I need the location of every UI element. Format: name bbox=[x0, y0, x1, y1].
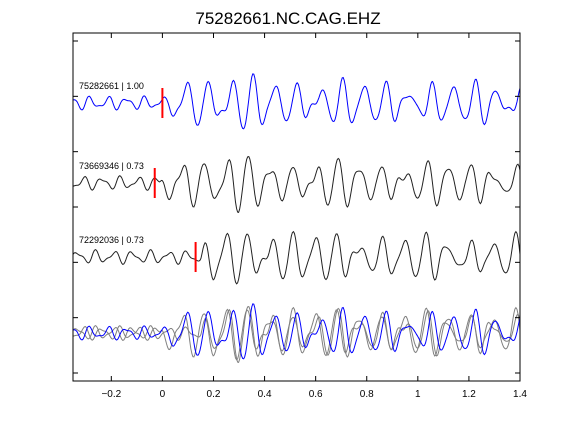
trace-label-75282661: 75282661 | 1.00 bbox=[79, 81, 144, 91]
pick-marker-layer bbox=[153, 88, 197, 272]
x-tick-label: 0.6 bbox=[309, 389, 323, 400]
x-tick-label: 1.2 bbox=[462, 389, 476, 400]
stack-trace-line-3 bbox=[72, 303, 521, 360]
trace-line-73669346 bbox=[72, 156, 521, 214]
chart-title: 75282661.NC.CAG.EHZ bbox=[195, 9, 380, 28]
trace-label-73669346: 73669346 | 0.73 bbox=[79, 161, 144, 171]
trace-line-75282661 bbox=[72, 73, 521, 130]
x-tick-label: −0.2 bbox=[101, 389, 121, 400]
x-axis: −0.2 0 0.2 0.4 0.6 0.8 1 1.2 1.4 bbox=[101, 33, 527, 400]
x-tick-label: 0 bbox=[160, 389, 166, 400]
y-axis bbox=[73, 40, 520, 374]
x-tick-label: 1.4 bbox=[513, 389, 527, 400]
trace-line-72292036 bbox=[72, 230, 521, 285]
x-tick-label: 0.2 bbox=[207, 389, 221, 400]
trace-label-72292036: 72292036 | 0.73 bbox=[79, 235, 144, 245]
x-tick-label: 1 bbox=[415, 389, 421, 400]
trace-label-layer: 75282661 | 1.00 73669346 | 0.73 72292036 |… bbox=[79, 81, 144, 245]
x-tick-label: 0.4 bbox=[258, 389, 272, 400]
x-tick-label: 0.8 bbox=[360, 389, 374, 400]
trace-layer bbox=[72, 73, 521, 364]
